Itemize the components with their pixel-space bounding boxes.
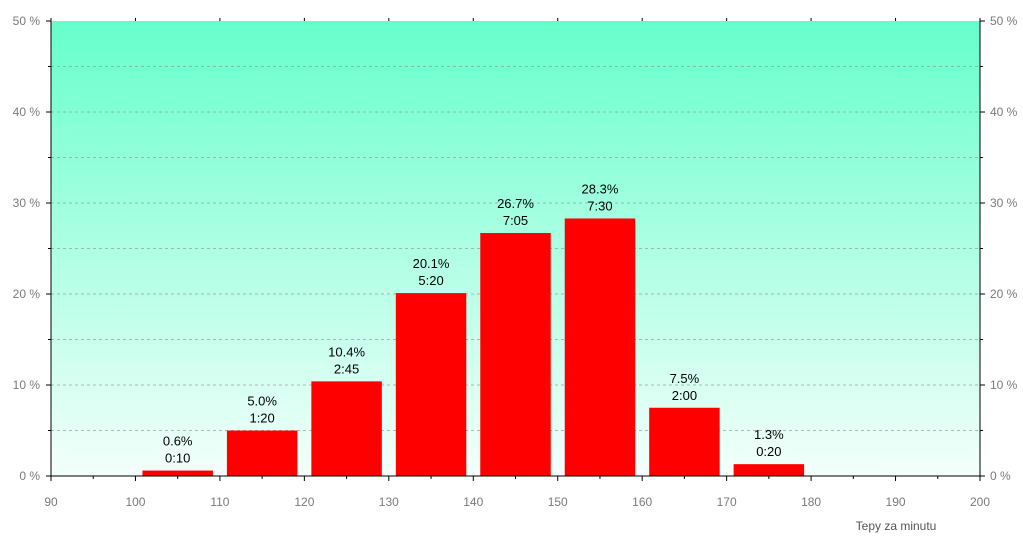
bar [226, 430, 298, 476]
bar-label-percent: 26.7% [497, 196, 534, 211]
y-tick-label-right: 40 % [990, 105, 1018, 119]
y-tick-label-right: 20 % [990, 287, 1018, 301]
bar-label-percent: 10.4% [328, 344, 365, 359]
bar [311, 381, 382, 476]
x-tick-label: 140 [463, 495, 483, 509]
bar-label-time: 7:30 [587, 198, 612, 213]
bar [733, 464, 805, 476]
y-tick-label-left: 30 % [13, 196, 41, 210]
bar-label-time: 7:05 [503, 213, 528, 228]
bar-label-percent: 5.0% [247, 394, 277, 409]
x-tick-label: 180 [801, 495, 821, 509]
y-tick-label-right: 10 % [990, 378, 1018, 392]
bar-label-percent: 7.5% [670, 371, 700, 386]
bar-label-percent: 28.3% [582, 181, 619, 196]
y-tick-label-left: 50 % [13, 14, 41, 28]
x-tick-label: 150 [548, 495, 568, 509]
bar-label-percent: 1.3% [754, 427, 784, 442]
y-tick-label-left: 20 % [13, 287, 41, 301]
x-axis-title: Tepy za minutu [856, 519, 937, 533]
x-tick-label: 110 [210, 495, 229, 509]
y-tick-label-right: 30 % [990, 196, 1018, 210]
bar-label-percent: 0.6% [163, 434, 193, 449]
bars [142, 218, 805, 476]
x-tick-label: 100 [125, 495, 145, 509]
bar-labels: 0.6% 0:10 5.0% 1:20 10.4% 2:45 20.1% 5:20 26.7% 7… [163, 181, 784, 465]
y-tick-label-right: 50 % [990, 14, 1018, 28]
bar [395, 293, 467, 476]
x-tick-label: 90 [44, 495, 58, 509]
bar [649, 407, 720, 476]
bar-label-time: 2:00 [672, 388, 697, 403]
x-tick-label: 120 [294, 495, 314, 509]
bar [564, 218, 636, 476]
x-tick-label: 200 [970, 495, 990, 509]
bar-label-time: 0:20 [756, 444, 781, 459]
bar [480, 233, 551, 476]
x-tick-label: 160 [632, 495, 652, 509]
bar-label-time: 1:20 [249, 411, 274, 426]
bar-label-percent: 20.1% [413, 256, 450, 271]
x-tick-label: 130 [379, 495, 399, 509]
bar-label-time: 5:20 [418, 273, 443, 288]
x-tick-label: 170 [717, 495, 737, 509]
y-tick-label-right: 0 % [990, 469, 1011, 483]
bar-label-time: 2:45 [334, 361, 359, 376]
x-tick-label: 190 [886, 495, 906, 509]
bar [142, 470, 213, 476]
y-tick-label-left: 0 % [19, 469, 40, 483]
axes: 0 % 0 % 10 % 10 % 20 % 20 % 30 % 30 % 40 % 40 % 50… [13, 14, 1018, 509]
bar-label-time: 0:10 [165, 451, 190, 466]
y-tick-label-left: 10 % [13, 378, 41, 392]
y-tick-label-left: 40 % [13, 105, 41, 119]
